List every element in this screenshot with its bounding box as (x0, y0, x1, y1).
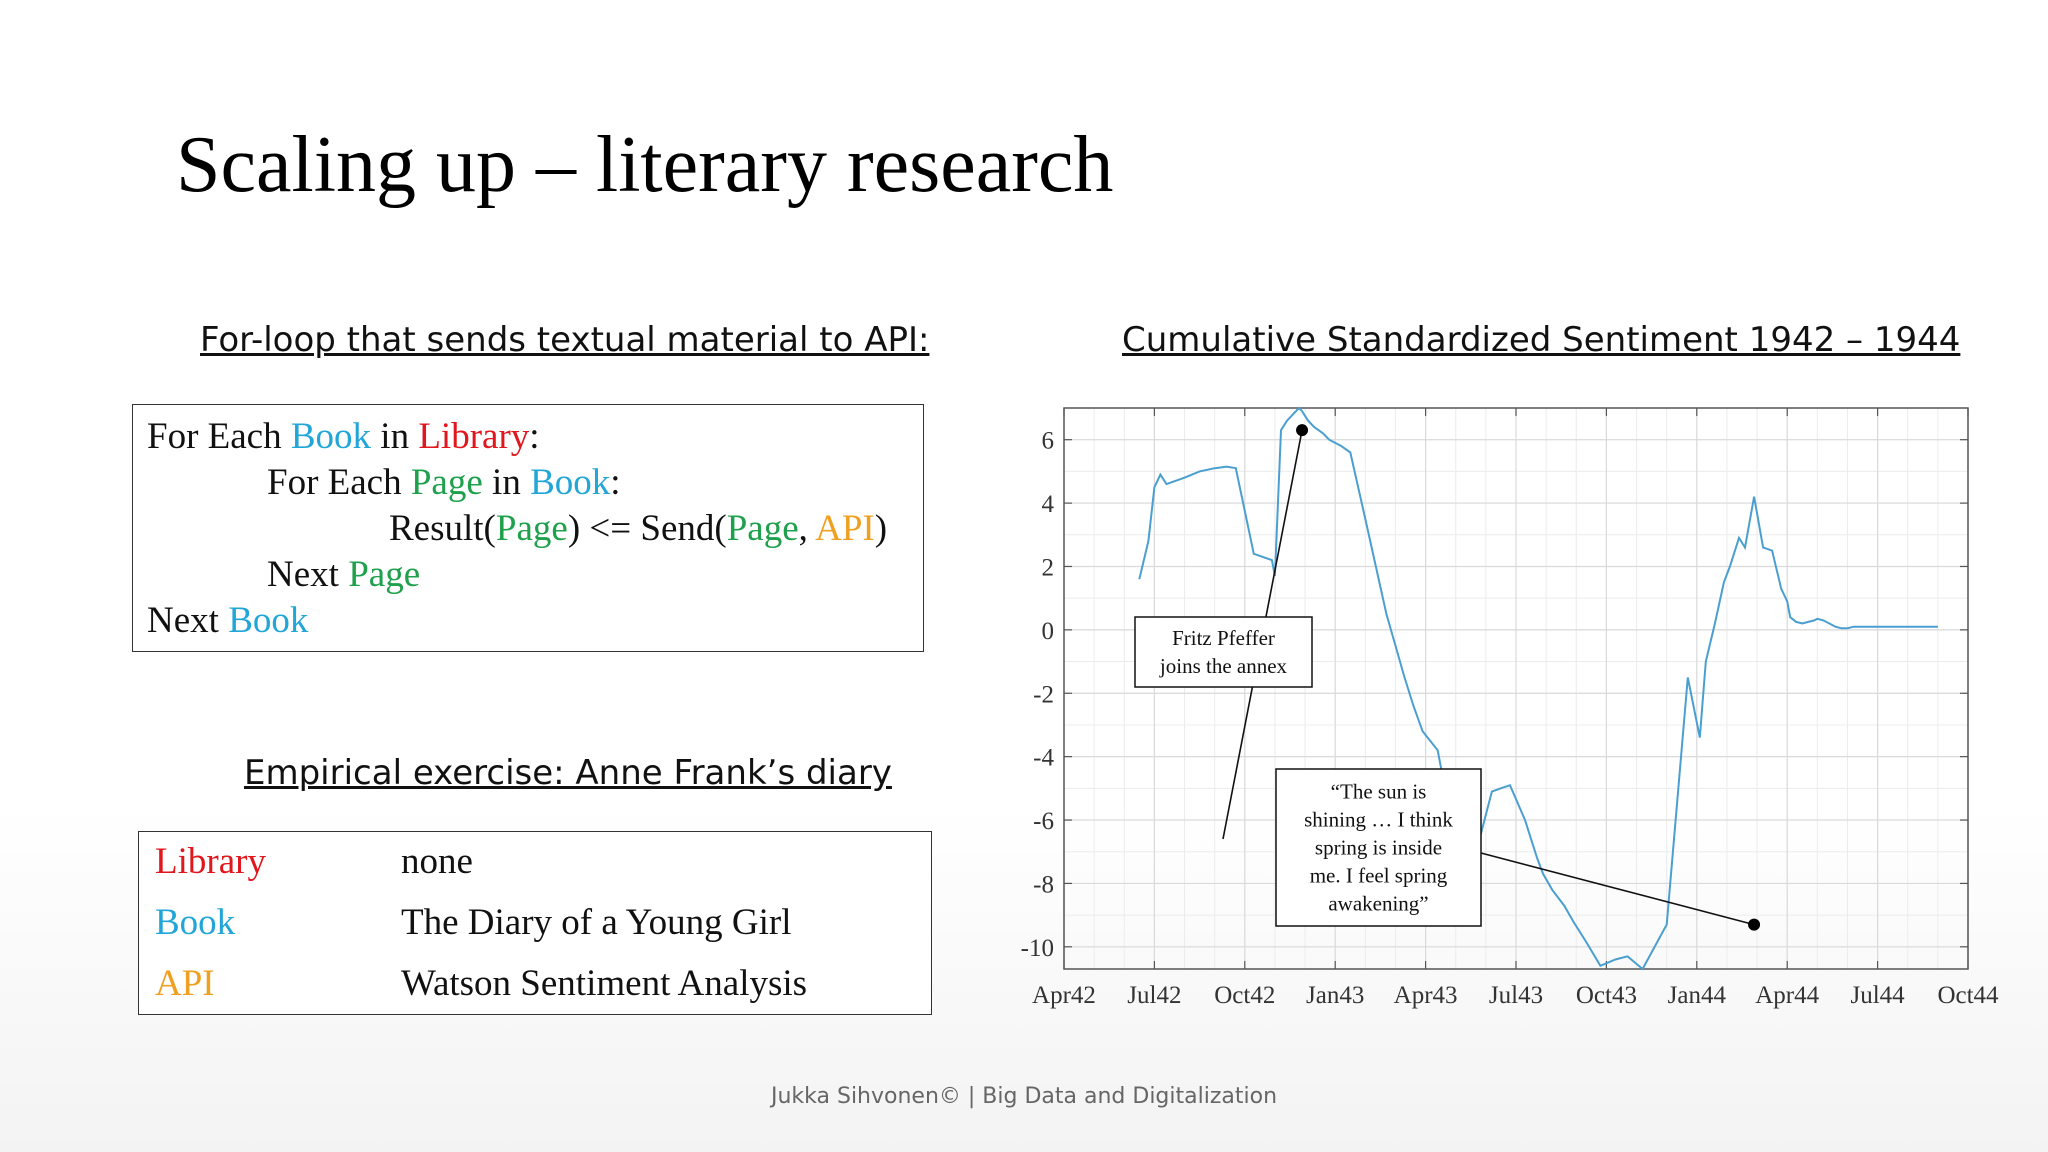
annotation-text: joins the annex (1159, 654, 1288, 678)
code-section-heading: For-loop that sends textual material to … (200, 320, 930, 360)
annotation-box (1275, 768, 1482, 927)
code-token: in (482, 462, 531, 503)
y-tick-label: 2 (1042, 554, 1055, 581)
y-tick-label: -2 (1033, 681, 1054, 708)
code-token-page: Page (410, 462, 483, 503)
x-tick-label: Oct42 (1214, 982, 1275, 1009)
code-token-book: Book (290, 416, 372, 457)
annotation-point (1296, 424, 1309, 437)
code-token: ) <= Send( (567, 508, 727, 549)
x-tick-label: Oct43 (1576, 982, 1637, 1009)
y-tick-label: -6 (1033, 808, 1054, 835)
code-token-page: Page (348, 554, 421, 595)
x-tick-label: Oct44 (1937, 982, 1999, 1009)
code-token: in (371, 416, 419, 457)
slide-title: Scaling up – literary research (176, 121, 1114, 209)
x-tick-label: Jan43 (1306, 982, 1364, 1009)
annotation-text: awakening” (1328, 892, 1428, 916)
code-token: ) (874, 508, 888, 549)
annotation-text: Fritz Pfeffer (1172, 626, 1275, 650)
chart-title: Cumulative Standardized Sentiment 1942 –… (1122, 320, 1961, 360)
annotation-box (1134, 616, 1313, 688)
code-line-1: For Each Book in Library: (147, 415, 540, 458)
code-line-5: Next Book (147, 599, 308, 642)
chart-grid (1063, 407, 1969, 969)
table-value-api: Watson Sentiment Analysis (401, 963, 808, 1004)
y-tick-label: -4 (1033, 745, 1054, 772)
x-tick-label: Apr44 (1755, 982, 1819, 1009)
annotation-text: me. I feel spring (1310, 864, 1448, 888)
code-token-book: Book (530, 462, 611, 503)
code-token-library: Library (418, 416, 530, 457)
code-token-page: Page (495, 508, 568, 549)
code-token: Next (147, 600, 229, 641)
table-key-api: API (155, 963, 215, 1004)
y-tick-label: -8 (1033, 871, 1054, 898)
annotation-text: spring is inside (1315, 836, 1442, 860)
y-tick-label: 6 (1042, 428, 1055, 455)
x-tick-label: Apr43 (1394, 982, 1458, 1009)
annotation-leader (1480, 852, 1755, 926)
code-token: Next (267, 554, 349, 595)
table-value-book: The Diary of a Young Girl (401, 902, 792, 943)
code-token-api: API (815, 508, 875, 549)
code-line-4: Next Page (267, 553, 420, 596)
x-tick-label: Jan44 (1668, 982, 1727, 1009)
code-token: For Each (267, 462, 411, 503)
code-token: : (529, 416, 540, 457)
code-token: , (798, 508, 816, 549)
code-token: Result( (389, 508, 496, 549)
table-key-book: Book (155, 902, 236, 943)
code-line-2: For Each Page in Book: (267, 461, 621, 504)
code-token-book: Book (228, 600, 309, 641)
code-token: For Each (147, 416, 291, 457)
exercise-heading: Empirical exercise: Anne Frank’s diary (244, 753, 892, 793)
annotation-text: shining … I think (1304, 808, 1453, 832)
x-tick-label: Apr42 (1032, 982, 1096, 1009)
sentiment-chart: Apr42 Jul42 Oct42 Jan43 Apr43 Jul43 Oct43 Jan44… (1021, 406, 1999, 1009)
y-tick-label: -10 (1021, 935, 1054, 962)
code-token: : (610, 462, 621, 503)
x-tick-label: Jul43 (1489, 982, 1543, 1009)
table-key-library: Library (155, 841, 266, 882)
code-token-page: Page (726, 508, 799, 549)
annotation-point (1748, 918, 1761, 931)
y-tick-label: 4 (1042, 491, 1055, 518)
code-box: For Each Book in Library: For Each Page … (132, 404, 924, 652)
chart-annotations: Fritz Pfeffer joins the annex “The sun is s… (1134, 424, 1761, 931)
x-tick-label: Jul42 (1127, 982, 1181, 1009)
annotation-text: “The sun is (1331, 780, 1427, 804)
table-value-library: none (401, 841, 473, 882)
slide-footer: Jukka Sihvonen© | Big Data and Digitaliz… (770, 1084, 1278, 1109)
code-line-3: Result(Page) <= Send(Page, API) (389, 507, 887, 550)
sentiment-line (1138, 406, 1938, 971)
exercise-table: Library none Book The Diary of a Young G… (138, 831, 932, 1015)
chart-ticks: Apr42 Jul42 Oct42 Jan43 Apr43 Jul43 Oct43 Jan44… (1021, 408, 1999, 1009)
x-tick-label: Jul44 (1851, 982, 1906, 1009)
y-tick-label: 0 (1042, 618, 1055, 645)
